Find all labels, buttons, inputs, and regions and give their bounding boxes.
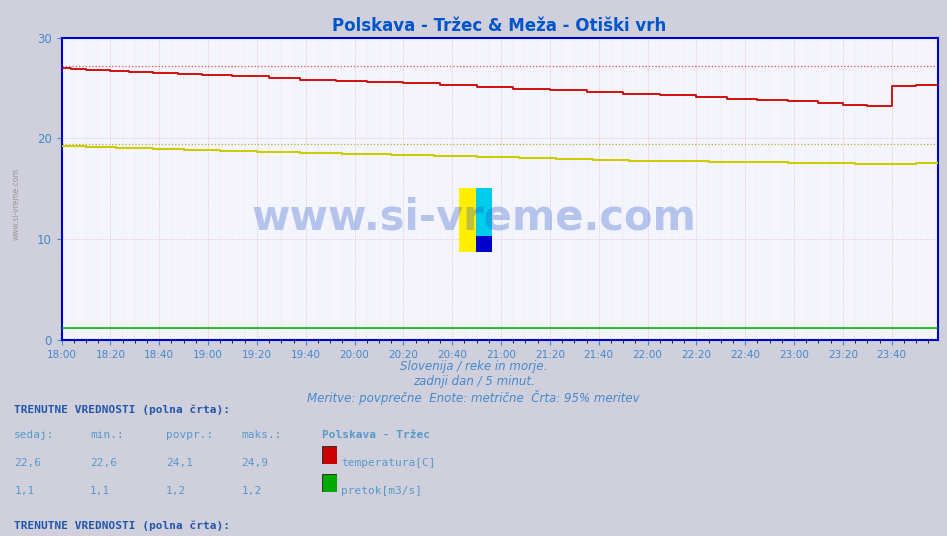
- Text: 24,1: 24,1: [166, 458, 193, 468]
- Text: www.si-vreme.com: www.si-vreme.com: [11, 168, 21, 240]
- Text: Meritve: povprečne  Enote: metrične  Črta: 95% meritev: Meritve: povprečne Enote: metrične Črta:…: [307, 390, 640, 405]
- Text: Slovenija / reke in morje.: Slovenija / reke in morje.: [400, 360, 547, 373]
- Text: 22,6: 22,6: [90, 458, 117, 468]
- Text: min.:: min.:: [90, 430, 124, 441]
- Text: pretok[m3/s]: pretok[m3/s]: [341, 486, 422, 496]
- Text: 1,2: 1,2: [166, 486, 186, 496]
- Text: sedaj:: sedaj:: [14, 430, 55, 441]
- Text: povpr.:: povpr.:: [166, 430, 213, 441]
- Text: www.si-vreme.com: www.si-vreme.com: [251, 196, 696, 238]
- Text: 1,1: 1,1: [90, 486, 110, 496]
- Bar: [476, 236, 492, 252]
- Text: 1,1: 1,1: [14, 486, 34, 496]
- Text: 22,6: 22,6: [14, 458, 42, 468]
- Text: zadnji dan / 5 minut.: zadnji dan / 5 minut.: [413, 375, 534, 388]
- Text: TRENUTNE VREDNOSTI (polna črta):: TRENUTNE VREDNOSTI (polna črta):: [14, 521, 230, 532]
- Bar: [476, 188, 492, 236]
- Text: TRENUTNE VREDNOSTI (polna črta):: TRENUTNE VREDNOSTI (polna črta):: [14, 405, 230, 415]
- Text: Polskava - Tržec: Polskava - Tržec: [322, 430, 430, 441]
- Text: temperatura[C]: temperatura[C]: [341, 458, 436, 468]
- Text: 24,9: 24,9: [241, 458, 269, 468]
- Text: maks.:: maks.:: [241, 430, 282, 441]
- Bar: [459, 188, 476, 252]
- Text: 1,2: 1,2: [241, 486, 261, 496]
- Title: Polskava - Tržec & Meža - Otiški vrh: Polskava - Tržec & Meža - Otiški vrh: [332, 17, 667, 35]
